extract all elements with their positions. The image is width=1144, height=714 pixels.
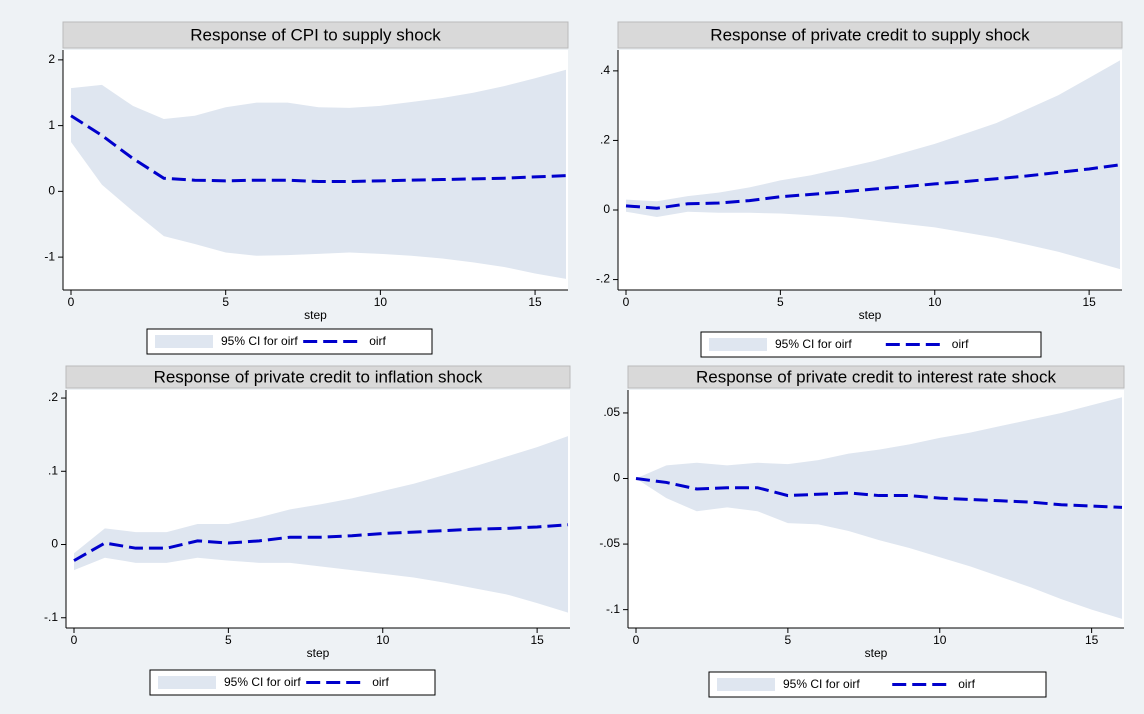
x-tick-label: 15 — [530, 633, 544, 647]
y-tick-label: .2 — [600, 133, 610, 147]
chart-title: Response of CPI to supply shock — [190, 25, 441, 44]
oirf-line — [70, 114, 567, 184]
title-strip — [617, 21, 1123, 49]
legend-swatch — [717, 678, 775, 691]
legend-label: oirf — [369, 334, 386, 348]
y-tick-label: 0 — [603, 202, 610, 216]
x-tick-label: 15 — [1085, 633, 1099, 647]
x-axis-label: step — [865, 646, 888, 660]
ci-band — [71, 69, 566, 279]
legend-label: oirf — [952, 337, 969, 351]
ci-band — [626, 60, 1120, 270]
x-tick-label: 5 — [222, 295, 229, 309]
y-tick-label: 1 — [48, 118, 55, 132]
y-tick-label: -.05 — [599, 536, 620, 550]
x-tick-label: 0 — [633, 633, 640, 647]
y-tick-label: 0 — [613, 471, 620, 485]
title-strip — [62, 21, 569, 49]
legend-label: 95% CI for oirf — [224, 675, 301, 689]
y-tick-label: -.2 — [596, 272, 610, 286]
oirf-line — [635, 477, 1123, 509]
y-tick-label: .1 — [48, 463, 58, 477]
y-tick-label: .4 — [600, 63, 610, 77]
legend-label: 95% CI for oirf — [775, 337, 852, 351]
legend-swatch — [158, 676, 216, 689]
y-tick-label: .2 — [48, 390, 58, 404]
x-axis-label: step — [859, 308, 882, 322]
legend-label: oirf — [372, 675, 389, 689]
legend-swatch — [709, 338, 767, 351]
legend-swatch — [155, 335, 213, 348]
ci-band — [636, 397, 1122, 619]
y-tick-label: 0 — [48, 184, 55, 198]
x-tick-label: 10 — [933, 633, 947, 647]
oirf-line — [73, 523, 569, 562]
x-tick-label: 10 — [374, 295, 388, 309]
chart-title: Response of private credit to supply sho… — [710, 25, 1030, 44]
x-tick-label: 15 — [528, 295, 542, 309]
x-tick-label: 0 — [71, 633, 78, 647]
x-tick-label: 5 — [777, 295, 784, 309]
y-tick-label: .05 — [603, 405, 620, 419]
x-tick-label: 5 — [785, 633, 792, 647]
x-tick-label: 10 — [376, 633, 390, 647]
y-tick-label: -1 — [44, 249, 55, 263]
y-tick-label: 2 — [48, 52, 55, 66]
legend-label: oirf — [958, 677, 975, 691]
x-tick-label: 0 — [623, 295, 630, 309]
x-axis-label: step — [307, 646, 330, 660]
y-tick-label: 0 — [51, 537, 58, 551]
y-tick-label: -.1 — [606, 602, 620, 616]
oirf-line — [625, 163, 1121, 210]
chart-title: Response of private credit to inflation … — [154, 367, 483, 386]
x-tick-label: 15 — [1082, 295, 1096, 309]
x-tick-label: 5 — [225, 633, 232, 647]
ci-band — [74, 436, 568, 613]
x-tick-label: 10 — [928, 295, 942, 309]
legend-label: 95% CI for oirf — [783, 677, 860, 691]
title-strip — [65, 365, 571, 389]
legend-label: 95% CI for oirf — [221, 334, 298, 348]
title-strip — [627, 365, 1125, 389]
x-axis-label: step — [304, 308, 327, 322]
chart-title: Response of private credit to interest r… — [696, 367, 1057, 386]
y-tick-label: -.1 — [44, 610, 58, 624]
x-tick-label: 0 — [68, 295, 75, 309]
